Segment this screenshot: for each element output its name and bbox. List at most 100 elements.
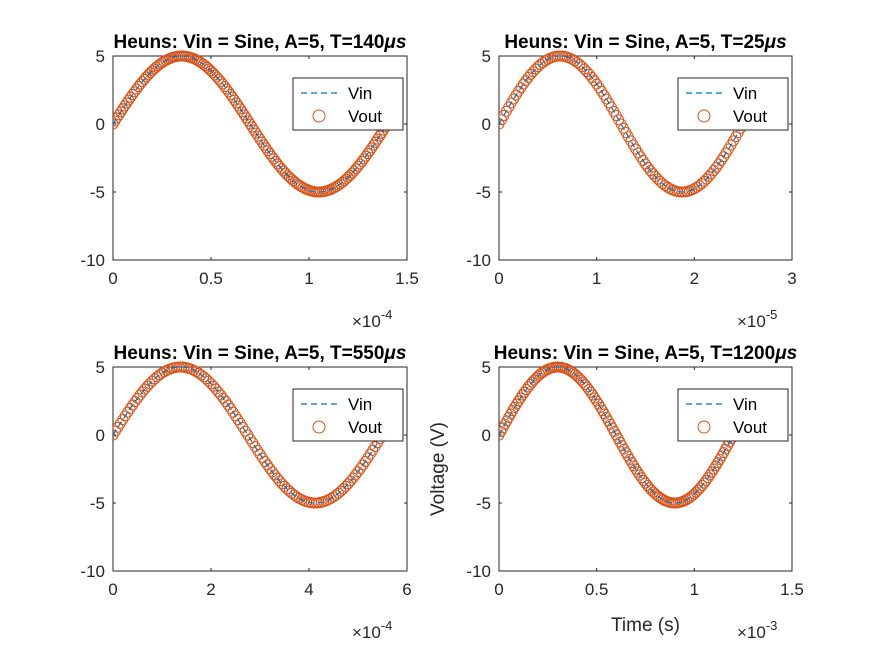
chart-title: Heuns: Vin = Sine, A=5, T=1200μs — [494, 343, 797, 364]
legend: Vin Vout — [292, 77, 404, 131]
plot-area — [499, 50, 749, 198]
vout-point — [342, 171, 354, 183]
vout-point — [113, 118, 119, 130]
x-tick-label: 1.5 — [395, 269, 419, 288]
plot-area — [499, 361, 739, 509]
vout-point — [374, 130, 386, 142]
y-tick-label: 0 — [482, 426, 491, 445]
exponent-power: -4 — [381, 307, 393, 322]
vout-point — [360, 150, 372, 162]
vout-point — [511, 398, 523, 410]
vout-point — [513, 395, 525, 407]
legend-vin-label: Vin — [733, 84, 757, 103]
legend-vout-label: Vout — [348, 107, 382, 126]
vout-point — [248, 124, 260, 136]
vout-point — [234, 103, 246, 115]
vout-point — [690, 486, 702, 498]
vout-point — [225, 88, 237, 100]
x-tick-label: 6 — [402, 580, 411, 599]
legend: Vin Vout — [677, 77, 789, 131]
vout-point — [651, 490, 663, 502]
subplot-3: 0 2 4 6 -10 -5 0 5 ×10-4 Heuns: Vin = Sine, A=5, … — [80, 343, 411, 642]
title-unit: μs — [764, 32, 787, 53]
vout-point — [238, 109, 250, 121]
vout-point — [366, 142, 378, 154]
vout-point — [688, 488, 700, 500]
vout-point — [595, 401, 607, 413]
legend-vout-swatch — [312, 109, 326, 123]
vout-point — [507, 405, 519, 417]
x-tick-label: 2 — [690, 269, 699, 288]
vout-point — [372, 133, 384, 145]
vout-point — [281, 169, 293, 181]
y-tick-label: -5 — [90, 183, 105, 202]
vout-point — [144, 67, 156, 79]
x-axis-label: Time (s) — [611, 615, 680, 636]
vout-point — [591, 395, 603, 407]
vout-point — [585, 386, 597, 398]
vout-point — [113, 115, 121, 127]
legend-vout-label: Vout — [733, 107, 767, 126]
x-tick-label: 0.5 — [585, 580, 609, 599]
vout-point — [712, 457, 724, 469]
vin-line — [499, 366, 734, 504]
legend-box — [292, 388, 404, 442]
plot-area — [113, 361, 388, 509]
vout-point — [244, 118, 256, 130]
vout-point — [344, 169, 356, 181]
exponent-power: -3 — [766, 618, 778, 633]
vout-point — [152, 60, 164, 72]
chart-title: Heuns: Vin = Sine, A=5, T=25μs — [504, 32, 786, 53]
vout-point — [240, 112, 252, 124]
vout-point — [593, 398, 605, 410]
vout-point — [207, 67, 219, 79]
x-tick-label: 0.5 — [199, 269, 223, 288]
legend-vout-swatch — [697, 420, 711, 434]
y-tick-label: 0 — [96, 115, 105, 134]
legend-vout-label: Vout — [733, 418, 767, 437]
vout-point — [632, 466, 644, 478]
y-tick-label: 5 — [96, 47, 105, 66]
series-vout — [113, 50, 393, 198]
exponent-base: ×10 — [352, 623, 381, 642]
vout-point — [702, 472, 714, 484]
vout-point — [710, 460, 722, 472]
legend: Vin Vout — [677, 388, 789, 442]
y-tick-label: -5 — [476, 494, 491, 513]
legend-vin-label: Vin — [733, 395, 757, 414]
vout-point — [589, 392, 601, 404]
vout-point — [119, 100, 131, 112]
vout-point — [370, 136, 382, 148]
vout-point — [140, 71, 152, 83]
vout-point — [364, 145, 376, 157]
title-text: Heuns: Vin = Sine, A=5, T=25 — [504, 32, 765, 53]
x-exponent-label: ×10-4 — [352, 307, 392, 331]
vout-point — [232, 100, 244, 112]
vout-point — [158, 366, 170, 378]
subplot-1: 0 0.5 1 1.5 -10 -5 0 5 ×10-4 Heuns: Vin = Sine, A… — [80, 32, 418, 331]
vout-point — [509, 401, 521, 413]
vout-point — [626, 457, 638, 469]
vout-point — [645, 484, 657, 496]
vout-point — [573, 372, 585, 384]
x-exponent-label: ×10-5 — [737, 307, 777, 331]
exponent-power: -5 — [766, 307, 778, 322]
vout-point — [514, 392, 526, 404]
exponent-base: ×10 — [352, 312, 381, 331]
vout-point — [587, 389, 599, 401]
vout-point — [634, 469, 646, 481]
title-text: Heuns: Vin = Sine, A=5, T=550 — [114, 343, 385, 364]
vin-line — [113, 366, 384, 504]
vout-point — [201, 61, 213, 73]
vin-line — [499, 55, 744, 193]
x-tick-label: 1 — [690, 580, 699, 599]
vout-point — [121, 97, 133, 109]
title-text: Heuns: Vin = Sine, A=5, T=140 — [114, 32, 385, 53]
vout-point — [340, 173, 352, 185]
exponent-power: -4 — [381, 618, 393, 633]
title-unit: μs — [383, 32, 406, 53]
vout-point — [708, 463, 720, 475]
vout-point — [279, 167, 291, 179]
